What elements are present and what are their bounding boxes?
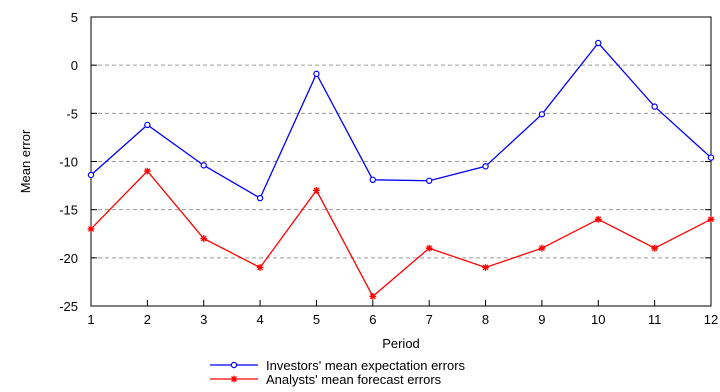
data-point [595, 39, 602, 47]
y-tick-label: -5 [66, 106, 78, 121]
data-point [425, 244, 433, 252]
series-layer [87, 39, 715, 300]
x-tick-label: 8 [482, 312, 489, 327]
data-point [87, 225, 95, 233]
data-point [144, 121, 151, 129]
data-point [707, 154, 715, 161]
x-tick-label: 7 [426, 312, 433, 327]
x-tick-label: 1 [87, 312, 94, 327]
y-tick-label: -25 [59, 299, 78, 314]
data-point [707, 215, 715, 223]
legend-label: Analysts' mean forecast errors [266, 372, 442, 387]
legend-swatch-marker [230, 361, 238, 369]
data-point [200, 162, 207, 169]
x-tick-label: 4 [256, 312, 263, 327]
x-tick-label: 2 [144, 312, 151, 327]
series-1 [87, 167, 715, 300]
data-point [200, 235, 208, 242]
data-point [651, 244, 659, 252]
y-tick-label: 5 [71, 10, 78, 25]
series-line [90, 170, 712, 298]
legend-label: Investors' mean expectation errors [266, 358, 466, 373]
data-point [538, 244, 546, 252]
data-point [594, 215, 602, 223]
data-point [369, 176, 377, 184]
legend: Investors' mean expectation errorsAnalys… [210, 358, 466, 387]
data-point [87, 171, 95, 179]
y-tick-label: -20 [59, 251, 78, 266]
legend-item: Analysts' mean forecast errors [210, 372, 442, 387]
x-tick-label: 5 [313, 312, 320, 327]
series-line [90, 41, 712, 200]
grid-lines [91, 64, 711, 259]
x-tick-label: 10 [591, 312, 605, 327]
data-point [143, 167, 151, 175]
data-point [256, 264, 264, 271]
y-tick-label: -10 [59, 155, 78, 170]
data-point [482, 264, 489, 271]
legend-item: Investors' mean expectation errors [210, 358, 466, 373]
y-tick-label: 0 [71, 58, 78, 73]
data-point [369, 292, 377, 300]
data-point [538, 111, 546, 118]
y-tick-label: -15 [59, 203, 78, 218]
x-tick-label: 3 [200, 312, 207, 327]
data-point [313, 70, 320, 78]
y-axis-title: Mean error [18, 129, 33, 193]
x-tick-label: 6 [369, 312, 376, 327]
data-point [425, 177, 433, 184]
data-point [313, 187, 320, 194]
x-axis-title: Period [382, 336, 420, 351]
x-tick-label: 9 [538, 312, 545, 327]
data-point [482, 163, 489, 170]
data-point [256, 194, 264, 202]
legend-swatch-marker [230, 375, 238, 383]
x-tick-label: 11 [648, 312, 662, 327]
y-axis: 5 0 -5 -10 -15 -20 -25 [59, 10, 711, 314]
series-0 [87, 39, 715, 202]
x-tick-label: 12 [704, 312, 718, 327]
data-point [651, 103, 658, 110]
x-axis: 1 2 3 4 5 6 7 8 9 10 11 12 [87, 300, 718, 327]
